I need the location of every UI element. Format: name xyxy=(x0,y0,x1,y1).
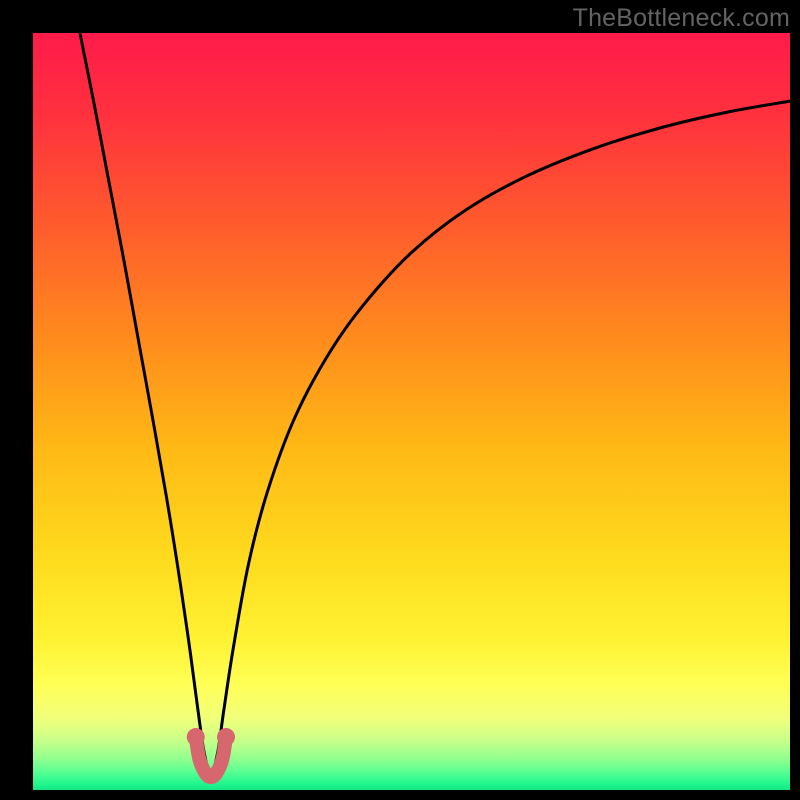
plot-area xyxy=(33,33,790,790)
gradient-background xyxy=(33,33,790,790)
watermark-text: TheBottleneck.com xyxy=(573,4,790,33)
chart-container: TheBottleneck.com xyxy=(0,0,800,800)
bottleneck-chart xyxy=(33,33,790,790)
